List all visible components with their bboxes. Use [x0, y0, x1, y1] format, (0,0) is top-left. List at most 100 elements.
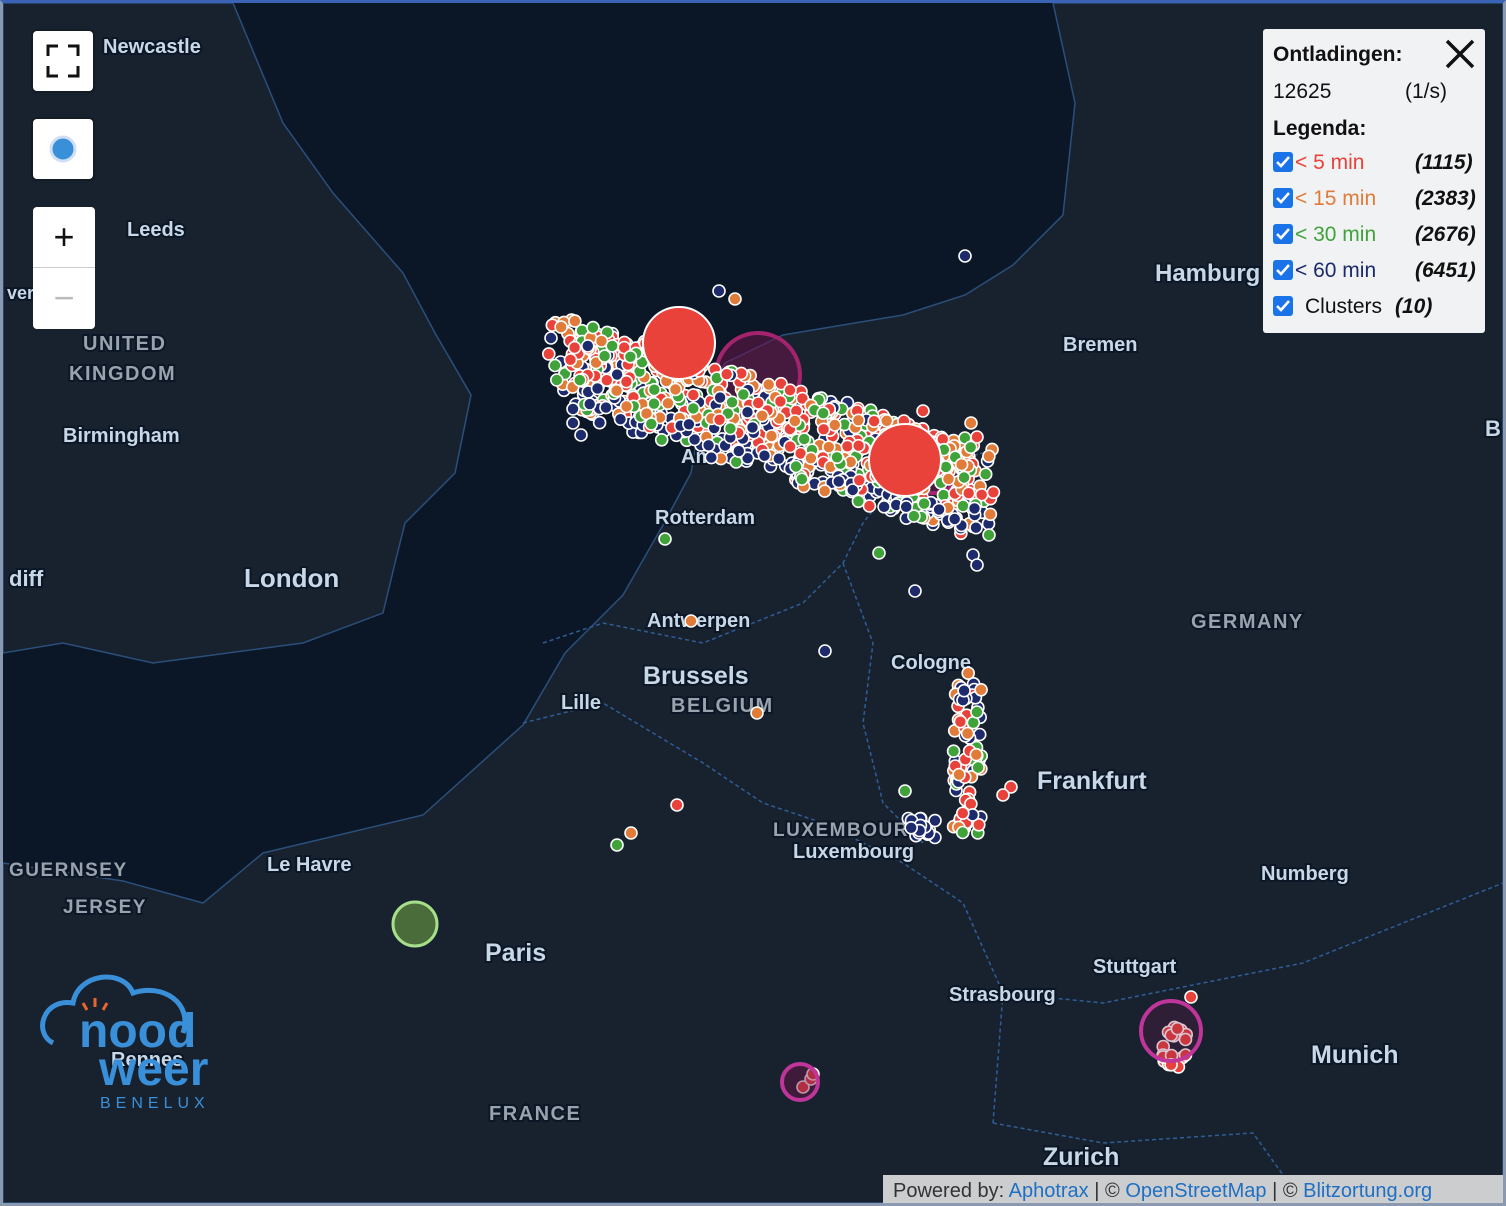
lightning-dot	[619, 399, 634, 414]
legend-count: (2676)	[1415, 223, 1476, 246]
lightning-dot	[816, 406, 831, 421]
lightning-dot	[567, 340, 582, 355]
city-label: Brussels	[643, 662, 749, 690]
lightning-dot	[818, 644, 832, 658]
lightning-dot	[947, 512, 962, 526]
lightning-dot	[795, 472, 809, 487]
lightning-dot	[713, 390, 727, 405]
close-button[interactable]	[1443, 37, 1477, 71]
lightning-dot	[670, 798, 684, 812]
lightning-dot	[609, 383, 624, 398]
legend-checkbox[interactable]	[1273, 188, 1293, 208]
lightning-dot	[970, 430, 984, 444]
legend-checkbox[interactable]	[1273, 260, 1293, 280]
country-label: JERSEY	[63, 897, 147, 918]
lightning-dot	[963, 440, 978, 455]
lightning-dot	[867, 414, 881, 429]
lightning-layer	[391, 249, 1203, 1102]
lightning-dot	[877, 499, 891, 514]
legend-checkbox[interactable]	[1273, 224, 1293, 244]
city-label: Strasbourg	[949, 984, 1056, 1006]
lightning-dot	[745, 420, 760, 435]
lightning-dot	[686, 401, 701, 416]
discharge-rate: (1/s)	[1405, 80, 1447, 103]
lightning-dot	[610, 367, 624, 382]
cluster-circle	[642, 306, 716, 380]
attribution-link[interactable]: Blitzortung.org	[1303, 1180, 1433, 1202]
lightning-dot	[704, 450, 719, 465]
city-label: Le Havre	[267, 854, 352, 876]
attribution-link[interactable]: OpenStreetMap	[1125, 1180, 1267, 1202]
lightning-dot	[978, 467, 993, 482]
legend-count: (10)	[1395, 295, 1433, 318]
lightning-dot	[605, 339, 620, 353]
lightning-dot	[928, 813, 942, 828]
lightning-dot	[795, 391, 810, 406]
lightning-dot	[932, 502, 946, 517]
city-label: Numberg	[1261, 863, 1349, 885]
lightning-dot	[712, 412, 727, 427]
city-label: Zurich	[1043, 1143, 1119, 1171]
lightning-dot	[750, 706, 764, 720]
lightning-dot	[764, 429, 779, 443]
lightning-dot	[654, 432, 669, 447]
lightning-dot	[757, 448, 772, 463]
legend-title: Ontladingen:	[1273, 43, 1403, 66]
attribution: Powered by: Aphotrax | © OpenStreetMap |…	[883, 1175, 1503, 1203]
zoom-out-button[interactable]: −	[33, 267, 95, 328]
lightning-dot	[563, 352, 578, 367]
logo: nood weer BENELUX	[40, 974, 208, 1112]
legend-checkbox[interactable]	[1273, 152, 1293, 172]
zoom-in-button[interactable]: +	[53, 216, 75, 257]
zoom-control: + −	[33, 207, 95, 329]
lightning-dot	[982, 528, 996, 542]
legend-item: < 60 min (6451)	[1273, 259, 1476, 283]
legend-panel: Ontladingen: 12625 (1/s) Legenda: < 5 mi…	[1263, 29, 1485, 333]
locate-icon	[49, 135, 77, 163]
lightning-dot	[761, 377, 776, 392]
lightning-dot	[946, 744, 961, 759]
logo-cloud	[40, 974, 188, 1046]
city-label: B	[1485, 416, 1501, 441]
lightning-dot	[568, 314, 582, 328]
attribution-prefix: Powered by:	[893, 1180, 1005, 1202]
legend-item: Clusters (10)	[1273, 295, 1432, 319]
country-label: KINGDOM	[69, 363, 176, 385]
lightning-dot	[783, 439, 797, 454]
lightning-dot	[961, 486, 976, 501]
city-label: Cologne	[891, 652, 971, 674]
lightning-dot	[917, 496, 931, 511]
lightning-dot	[617, 340, 632, 355]
lightning-dot	[796, 1080, 810, 1094]
lightning-dot	[597, 349, 612, 363]
lightning-dot	[851, 413, 866, 428]
logo-text: nood	[79, 1005, 196, 1058]
legend-checkbox[interactable]	[1273, 296, 1293, 316]
lightning-dot	[983, 507, 998, 522]
lightning-dot	[668, 382, 683, 397]
lightning-dot	[731, 444, 746, 458]
lightning-dot	[1184, 990, 1198, 1004]
city-label: Bremen	[1063, 334, 1137, 356]
fullscreen-button[interactable]	[33, 31, 93, 91]
lightning-dot	[647, 382, 662, 397]
attribution-link[interactable]: Aphotrax	[1008, 1180, 1089, 1202]
map-labels: Newcastle Leeds ver UNITED KINGDOM Birmingham…	[5, 34, 1503, 1173]
lightning-dot	[549, 373, 564, 387]
city-label: Birmingham	[63, 425, 180, 447]
lightning-dot	[682, 417, 696, 432]
city-label: Rotterdam	[655, 507, 755, 529]
locate-button[interactable]	[33, 119, 93, 179]
lightning-dot	[970, 705, 984, 719]
lightning-dot	[719, 367, 734, 382]
lightning-dot	[899, 499, 914, 514]
lightning-dot	[845, 483, 860, 497]
lightning-dot	[872, 546, 886, 560]
lightning-dot	[566, 402, 580, 416]
lightning-dot	[957, 470, 971, 485]
lightning-dot	[574, 428, 588, 442]
lightning-dot	[644, 417, 659, 431]
city-label: Lille	[561, 692, 601, 714]
city-label: Munich	[1311, 1041, 1399, 1069]
